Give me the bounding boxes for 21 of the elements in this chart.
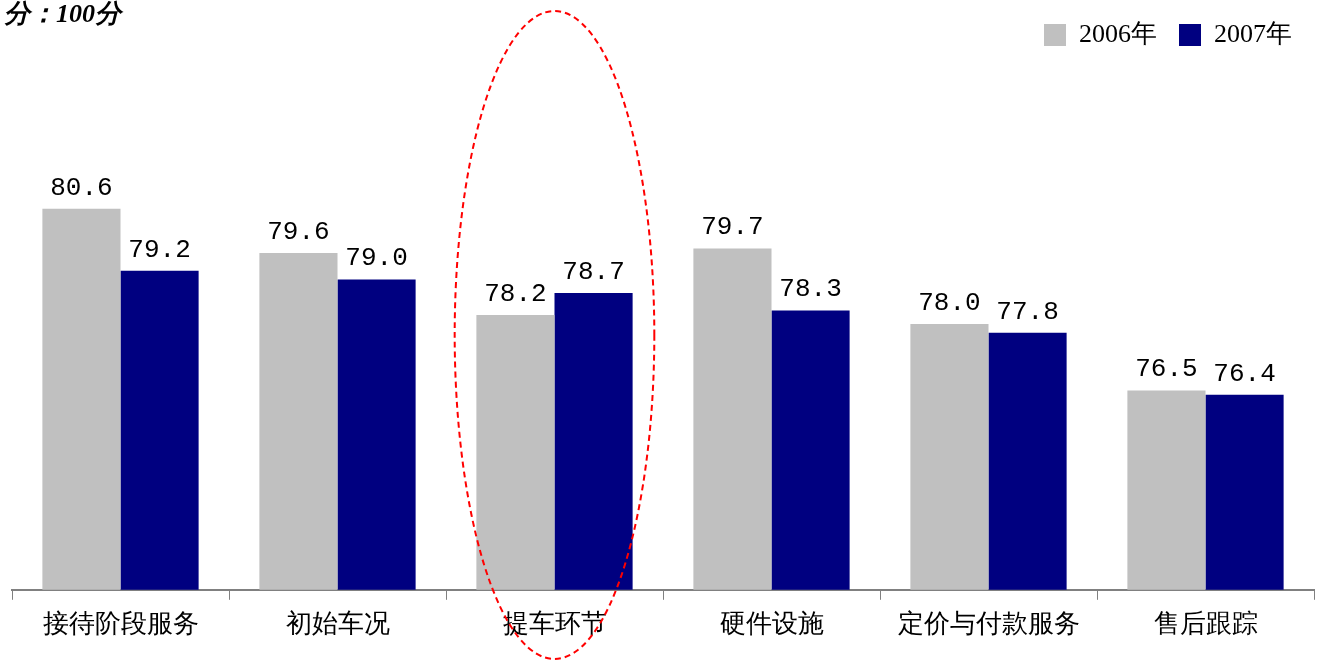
data-label: 79.2 bbox=[128, 234, 191, 265]
x-tick-label: 硬件设施 bbox=[719, 608, 824, 639]
x-tick-label: 初始车况 bbox=[285, 608, 390, 639]
x-tick-label: 接待阶段服务 bbox=[42, 608, 199, 639]
legend-label: 2007年 bbox=[1214, 18, 1292, 48]
data-label: 79.7 bbox=[701, 212, 764, 243]
data-label: 79.0 bbox=[345, 243, 408, 274]
data-label: 78.3 bbox=[779, 274, 842, 305]
legend-label: 2006年 bbox=[1079, 18, 1157, 48]
x-tick-label: 提车环节 bbox=[502, 608, 607, 639]
x-tick-label: 售后跟踪 bbox=[1153, 608, 1258, 639]
data-label: 76.5 bbox=[1135, 354, 1198, 385]
data-label: 76.4 bbox=[1213, 358, 1276, 389]
data-label: 77.8 bbox=[996, 296, 1059, 327]
x-tick-label: 定价与付款服务 bbox=[897, 608, 1080, 639]
data-label: 79.6 bbox=[267, 216, 330, 247]
data-label: 78.7 bbox=[562, 256, 625, 287]
text: 分：100分 bbox=[4, 0, 124, 28]
data-label: 78.2 bbox=[484, 278, 547, 309]
data-label: 78.0 bbox=[918, 287, 981, 318]
data-label: 80.6 bbox=[50, 172, 113, 203]
